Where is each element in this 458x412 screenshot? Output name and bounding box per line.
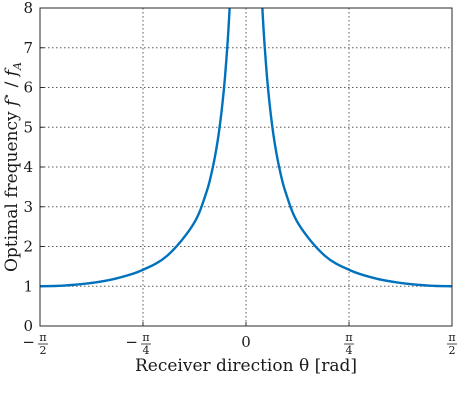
y-axis-label-f: f <box>2 97 22 108</box>
x-tick-denominator: 2 <box>449 344 456 357</box>
y-tick-label: 6 <box>23 79 33 97</box>
y-tick-label: 7 <box>23 39 33 57</box>
y-tick-label: 5 <box>23 118 33 136</box>
series-layer <box>40 8 452 288</box>
x-tick-numerator: π <box>345 331 352 344</box>
series-line-right-branch <box>261 8 452 288</box>
y-tick-label: 3 <box>23 198 33 216</box>
y-axis-label: Optimal frequency f⋆ / fA <box>0 62 24 272</box>
x-tick-numerator: π <box>39 331 46 344</box>
x-tick-label: π2 <box>447 331 457 357</box>
x-tick-sign: − <box>125 333 138 351</box>
y-axis-label-fa: f <box>2 67 22 78</box>
y-tick-label: 0 <box>23 317 33 335</box>
x-tick-label: − π2 <box>22 331 48 357</box>
grid-lines <box>39 7 453 327</box>
y-tick-label: 8 <box>23 0 33 17</box>
y-tick-labels: 0 1 2 3 4 5 6 7 8 <box>23 0 33 335</box>
x-tick-sign: − <box>22 333 35 351</box>
y-tick-label: 1 <box>23 277 33 295</box>
plot-frame <box>39 7 453 327</box>
x-tick-numerator: π <box>142 331 149 344</box>
x-tick-denominator: 4 <box>346 344 353 357</box>
y-tick-label: 4 <box>23 158 33 176</box>
y-axis-label-text: Optimal frequency <box>2 106 22 272</box>
x-axis-label: Receiver direction θ [rad] <box>135 356 357 376</box>
y-axis-label-fa-sub: A <box>11 62 24 71</box>
y-tick-label: 2 <box>23 238 33 256</box>
y-axis-label-star: ⋆ <box>0 93 13 100</box>
y-axis-label-slash: / <box>2 76 22 93</box>
x-tick-numerator: π <box>448 331 455 344</box>
series-line-left-branch <box>40 8 231 288</box>
x-tick-denominator: 4 <box>143 344 150 357</box>
x-tick-denominator: 2 <box>40 344 47 357</box>
x-tick-label: π4 <box>344 331 354 357</box>
x-tick-label: − π4 <box>125 331 151 357</box>
x-tick-label: 0 <box>241 333 251 351</box>
